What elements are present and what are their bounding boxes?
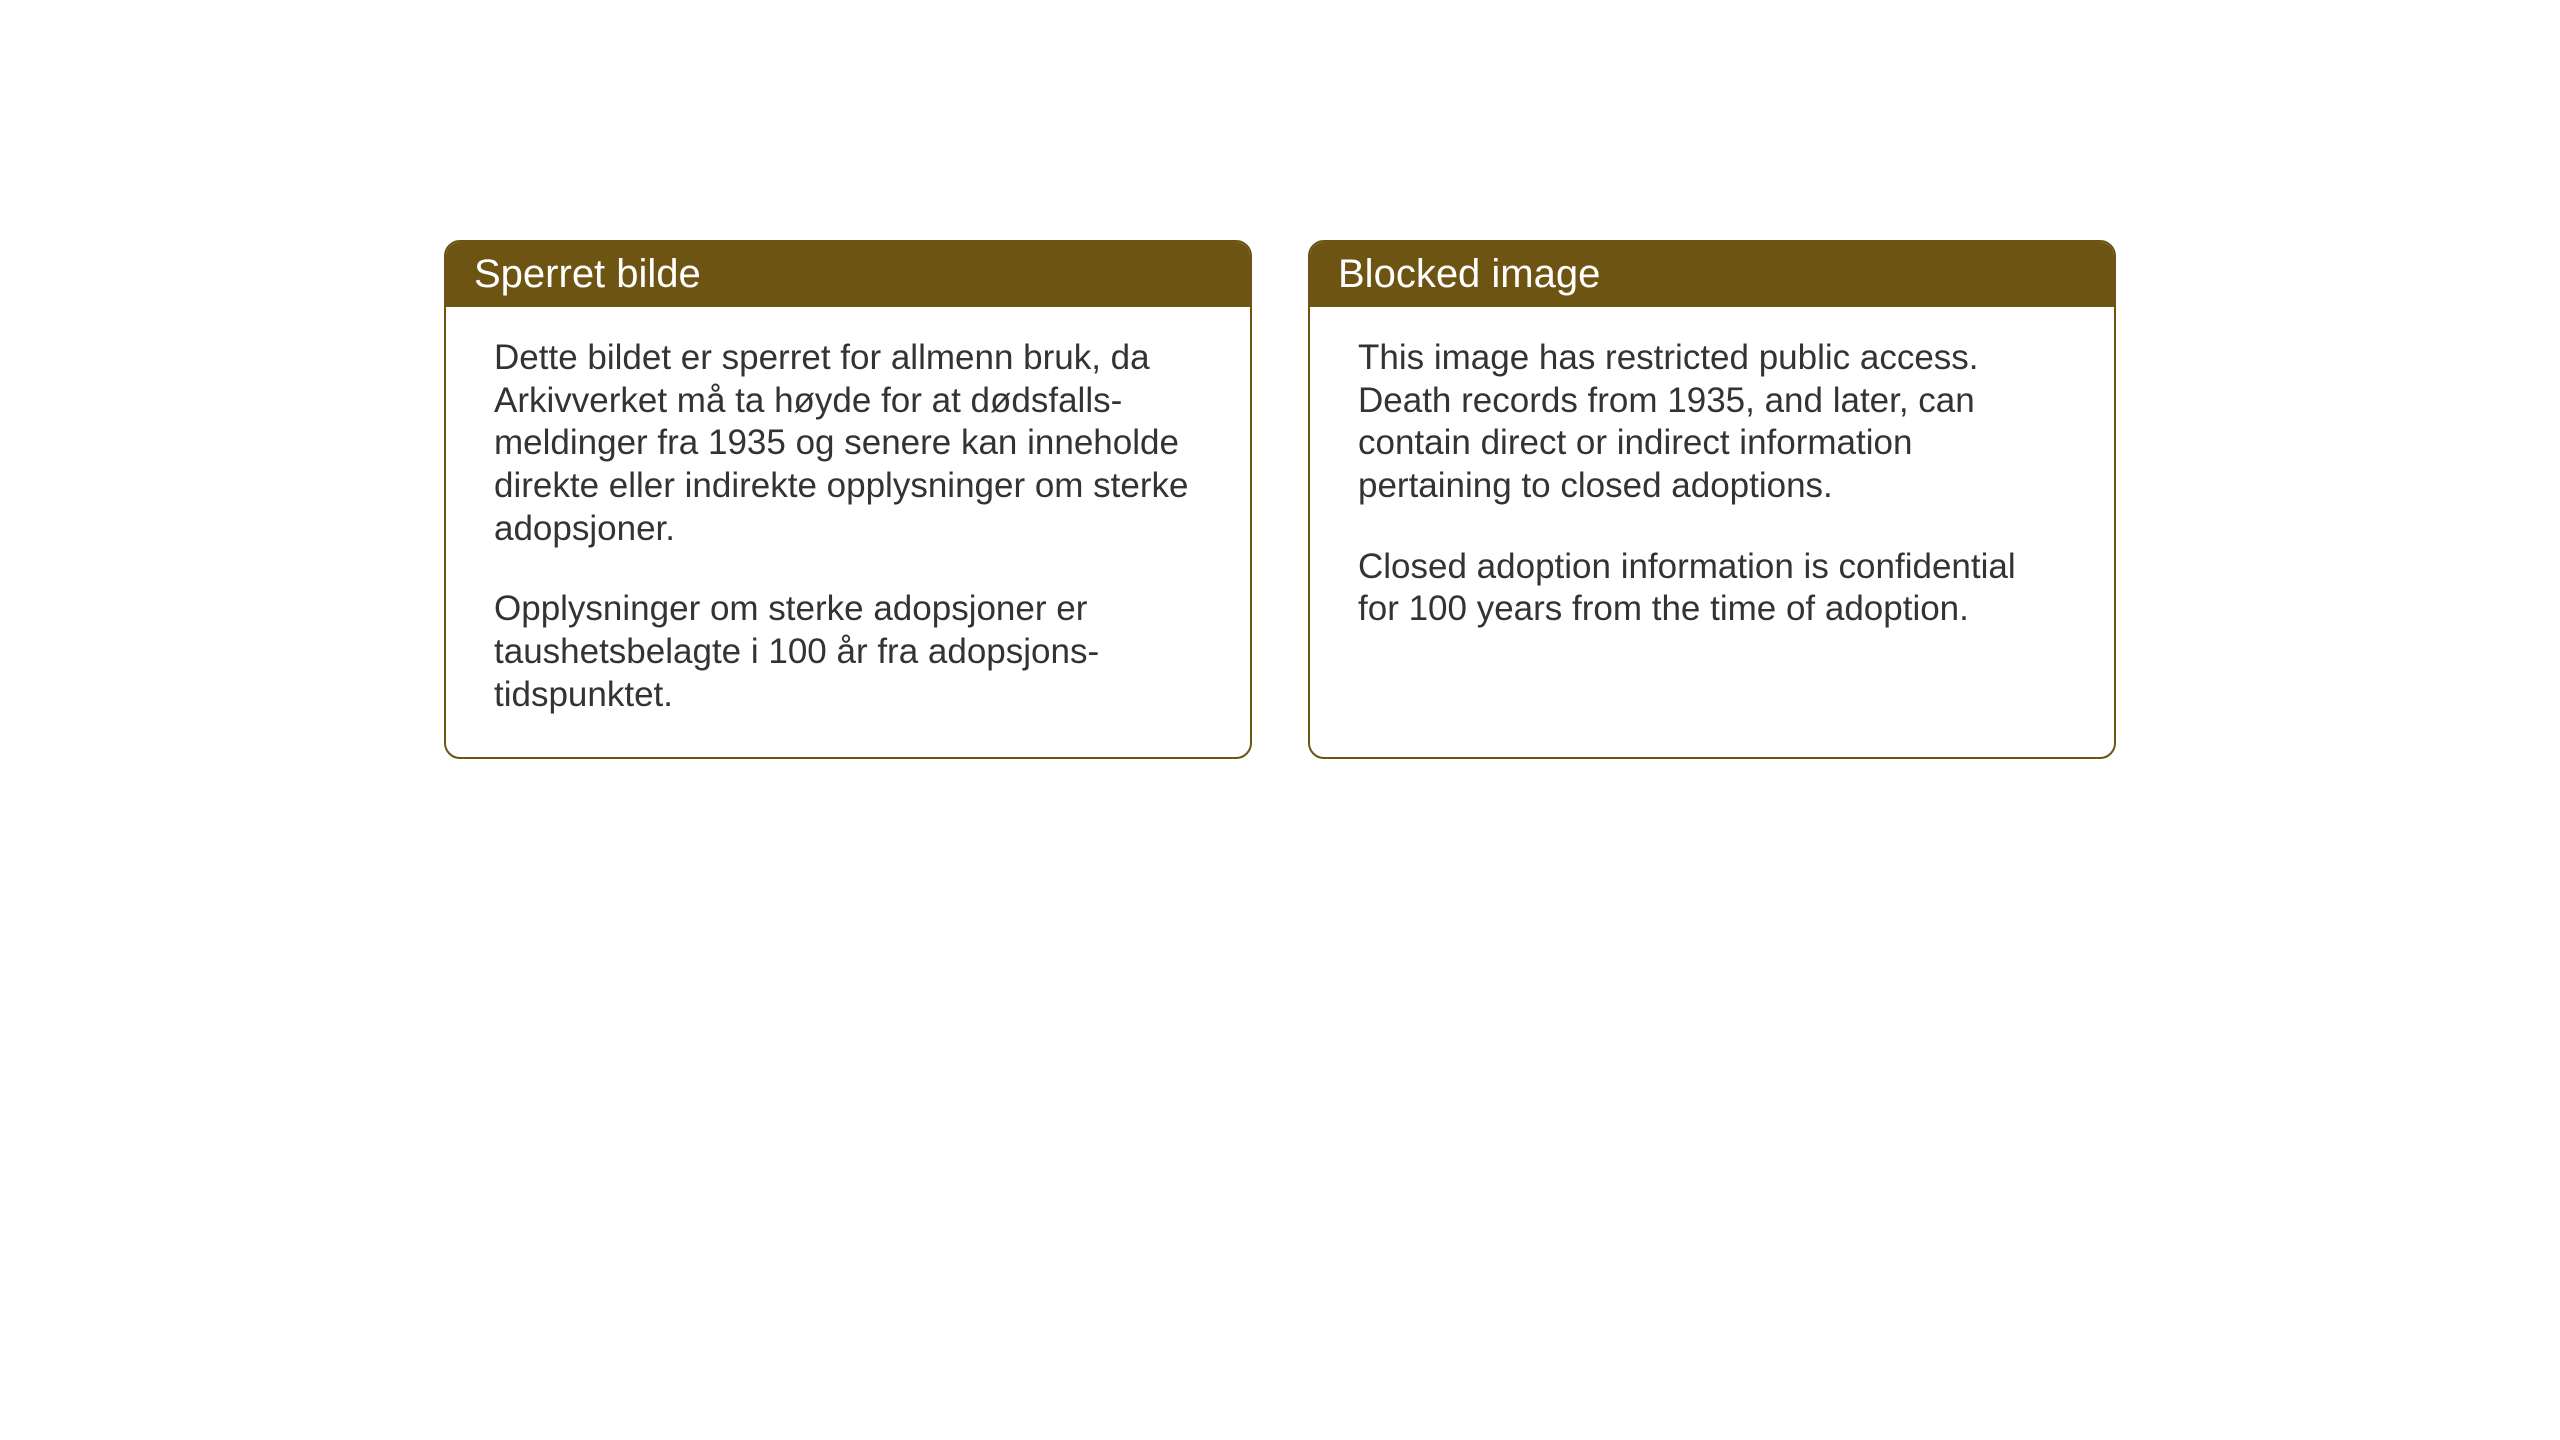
card-english: Blocked image This image has restricted … (1308, 240, 2116, 759)
card-english-header: Blocked image (1310, 242, 2114, 307)
card-english-body: This image has restricted public access.… (1310, 307, 2114, 671)
card-norwegian-paragraph-2: Opplysninger om sterke adopsjoner er tau… (494, 588, 1202, 716)
card-english-paragraph-1: This image has restricted public access.… (1358, 337, 2066, 508)
card-norwegian-title: Sperret bilde (474, 252, 701, 296)
card-norwegian-body: Dette bildet er sperret for allmenn bruk… (446, 307, 1250, 757)
card-norwegian-paragraph-1: Dette bildet er sperret for allmenn bruk… (494, 337, 1202, 550)
cards-container: Sperret bilde Dette bildet er sperret fo… (444, 240, 2116, 759)
card-english-title: Blocked image (1338, 252, 1600, 296)
card-english-paragraph-2: Closed adoption information is confident… (1358, 546, 2066, 631)
card-norwegian-header: Sperret bilde (446, 242, 1250, 307)
card-norwegian: Sperret bilde Dette bildet er sperret fo… (444, 240, 1252, 759)
